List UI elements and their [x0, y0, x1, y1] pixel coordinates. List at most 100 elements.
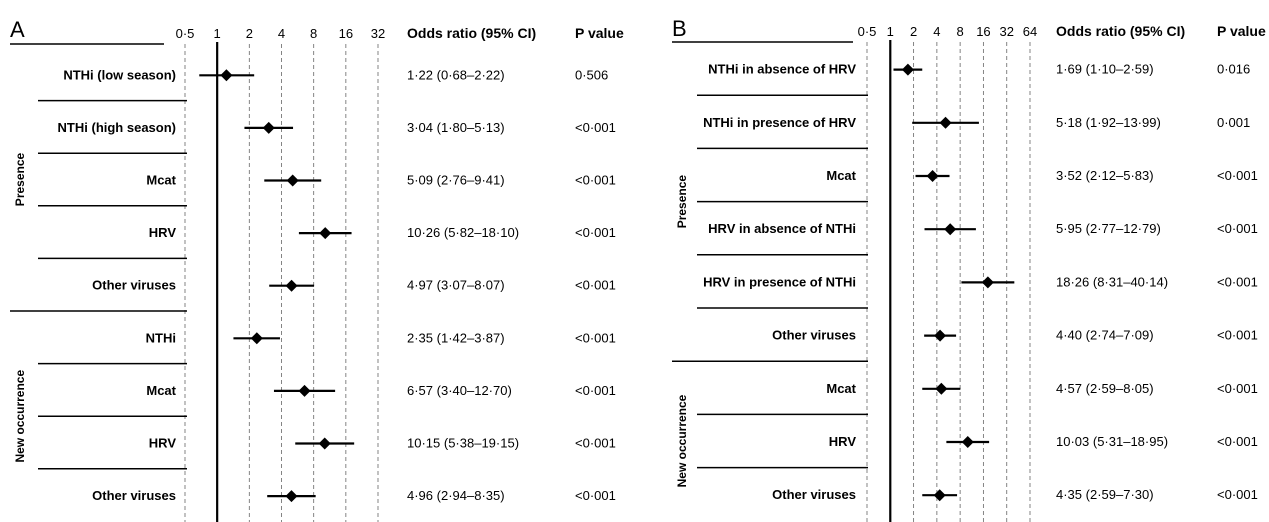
- p-value: <0·001: [575, 330, 616, 345]
- point-estimate-marker: [250, 332, 263, 345]
- x-tick-label: 16: [339, 26, 353, 41]
- point-estimate-marker: [318, 437, 331, 450]
- p-value: <0·001: [1217, 274, 1258, 289]
- p-value-header: P value: [1217, 23, 1266, 39]
- odds-ratio-value: 10·15 (5·38–19·15): [407, 436, 519, 451]
- odds-ratio-value: 10·26 (5·82–18·10): [407, 225, 519, 240]
- row-label: Mcat: [146, 383, 176, 398]
- odds-ratio-value: 18·26 (8·31–40·14): [1056, 274, 1168, 289]
- row-label: HRV in presence of NTHi: [703, 274, 856, 289]
- row-label: Other viruses: [772, 487, 856, 502]
- p-value: 0·016: [1217, 62, 1250, 77]
- x-tick-label: 32: [999, 24, 1013, 39]
- row-label: HRV in absence of NTHi: [708, 221, 856, 236]
- x-tick-label: 2: [910, 24, 917, 39]
- odds-ratio-value: 2·35 (1·42–3·87): [407, 330, 505, 345]
- x-tick-label: 16: [976, 24, 990, 39]
- point-estimate-marker: [298, 384, 311, 397]
- point-estimate-marker: [981, 276, 994, 289]
- point-estimate-marker: [934, 329, 947, 342]
- row-label: Mcat: [146, 173, 176, 188]
- p-value: <0·001: [575, 120, 616, 135]
- row-label: NTHi: [146, 330, 176, 345]
- x-tick-label: 1: [887, 24, 894, 39]
- odds-ratio-value: 4·96 (2·94–8·35): [407, 488, 505, 503]
- odds-ratio-value: 5·18 (1·92–13·99): [1056, 115, 1161, 130]
- x-tick-label: 64: [1023, 24, 1037, 39]
- point-estimate-marker: [220, 69, 233, 82]
- x-tick-label: 4: [933, 24, 940, 39]
- point-estimate-marker: [939, 116, 952, 129]
- point-estimate-marker: [961, 436, 974, 448]
- point-estimate-marker: [285, 490, 298, 503]
- odds-ratio-value: 3·04 (1·80–5·13): [407, 120, 505, 135]
- row-label: NTHi (low season): [63, 67, 176, 82]
- point-estimate-marker: [933, 489, 946, 502]
- x-tick-label: 32: [371, 26, 385, 41]
- row-label: Other viruses: [772, 328, 856, 343]
- p-value: <0·001: [575, 436, 616, 451]
- p-value: <0·001: [575, 383, 616, 398]
- row-label: NTHi (high season): [58, 120, 176, 135]
- row-label: Other viruses: [92, 488, 176, 503]
- group-label: Presence: [13, 152, 27, 206]
- odds-ratio-value: 4·40 (2·74–7·09): [1056, 328, 1154, 343]
- x-tick-label: 1: [214, 26, 221, 41]
- p-value: <0·001: [1217, 168, 1258, 183]
- row-label: Mcat: [826, 168, 856, 183]
- odds-ratio-value: 10·03 (5·31–18·95): [1056, 434, 1168, 449]
- p-value: 0·506: [575, 67, 608, 82]
- point-estimate-marker: [319, 227, 332, 240]
- panel-a: A 0·5 1 2 4 8 16 32 Odds ratio (95% CI) P value NT…: [10, 17, 624, 522]
- odds-ratio-value: 4·97 (3·07–8·07): [407, 278, 505, 293]
- odds-ratio-value: 5·95 (2·77–12·79): [1056, 221, 1161, 236]
- x-tick-label: 4: [278, 26, 285, 41]
- p-value: <0·001: [1217, 381, 1258, 396]
- panel-b: B 0·5 1 2 4 8 16 32 64 Odds ratio (95% CI) P value…: [672, 16, 1266, 522]
- group-label: New occurrence: [13, 370, 27, 463]
- odds-ratio-header: Odds ratio (95% CI): [407, 25, 536, 41]
- p-value: <0·001: [575, 278, 616, 293]
- x-tick-label: 8: [957, 24, 964, 39]
- p-value: <0·001: [575, 173, 616, 188]
- p-value: <0·001: [1217, 221, 1258, 236]
- p-value: <0·001: [1217, 487, 1258, 502]
- odds-ratio-value: 1·22 (0·68–2·22): [407, 67, 505, 82]
- x-tick-label: 2: [246, 26, 253, 41]
- row-label: Other viruses: [92, 278, 176, 293]
- odds-ratio-header: Odds ratio (95% CI): [1056, 23, 1185, 39]
- point-estimate-marker: [262, 121, 275, 134]
- row-label: HRV: [149, 436, 177, 451]
- point-estimate-marker: [944, 223, 957, 236]
- odds-ratio-value: 3·52 (2·12–5·83): [1056, 168, 1154, 183]
- point-estimate-marker: [285, 279, 298, 292]
- p-value: 0·001: [1217, 115, 1250, 130]
- row-label: HRV: [829, 434, 857, 449]
- odds-ratio-value: 1·69 (1·10–2·59): [1056, 62, 1154, 77]
- p-value: <0·001: [575, 488, 616, 503]
- panel-letter: B: [672, 16, 687, 41]
- row-label: NTHi in presence of HRV: [703, 115, 856, 130]
- panel-letter: A: [10, 17, 25, 42]
- point-estimate-marker: [926, 170, 939, 182]
- p-value-header: P value: [575, 25, 624, 41]
- point-estimate-marker: [286, 174, 299, 187]
- x-tick-label: 8: [310, 26, 317, 41]
- row-label: NTHi in absence of HRV: [708, 62, 856, 77]
- point-estimate-marker: [901, 63, 914, 76]
- p-value: <0·001: [1217, 434, 1258, 449]
- odds-ratio-value: 6·57 (3·40–12·70): [407, 383, 512, 398]
- x-tick-label: 0·5: [176, 26, 195, 41]
- x-tick-label: 0·5: [858, 24, 877, 39]
- point-estimate-marker: [935, 382, 948, 395]
- p-value: <0·001: [575, 225, 616, 240]
- odds-ratio-value: 4·35 (2·59–7·30): [1056, 487, 1154, 502]
- group-label: Presence: [675, 175, 689, 229]
- row-label: Mcat: [826, 381, 856, 396]
- row-label: HRV: [149, 225, 177, 240]
- odds-ratio-value: 4·57 (2·59–8·05): [1056, 381, 1154, 396]
- odds-ratio-value: 5·09 (2·76–9·41): [407, 173, 505, 188]
- group-label: New occurrence: [675, 394, 689, 487]
- p-value: <0·001: [1217, 328, 1258, 343]
